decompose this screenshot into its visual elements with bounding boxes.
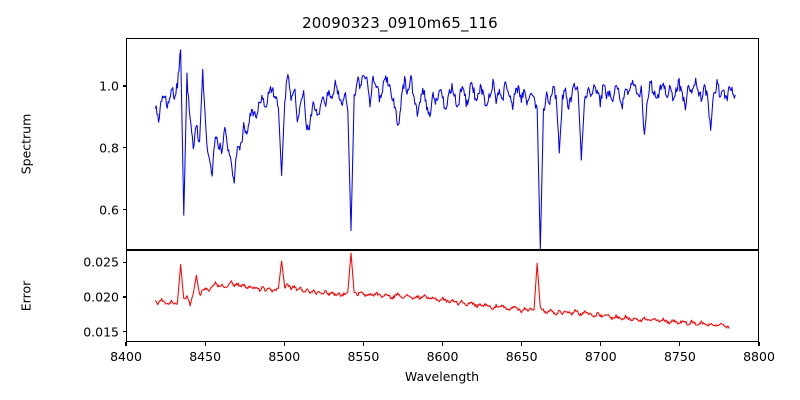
x-tick-mark (441, 342, 444, 346)
x-tick-label: 8550 (347, 349, 380, 364)
error-line-series (127, 251, 758, 341)
spectrum-line-series (127, 39, 758, 249)
wavelength-x-axis-label: Wavelength (404, 369, 480, 384)
error-plot-area (126, 250, 759, 342)
error-y-tick-mark (122, 296, 126, 298)
spectrum-y-tick-label: 0.8 (99, 140, 119, 156)
x-tick-label: 8800 (743, 349, 775, 364)
x-tick-label: 8500 (268, 349, 301, 364)
x-tick-label: 8600 (426, 349, 459, 364)
x-tick-mark (204, 342, 206, 346)
error-y-tick-label: 0.015 (83, 324, 119, 340)
x-tick-mark (362, 342, 364, 346)
error-y-axis-label: Error (18, 280, 34, 312)
spectrum-y-axis-label: Spectrum (18, 113, 34, 175)
x-tick-mark (521, 342, 523, 346)
figure-title: 20090323_0910m65_116 (302, 14, 498, 32)
x-tick-mark (679, 342, 681, 346)
spectrum-y-tick-mark (122, 209, 126, 211)
x-tick-mark (600, 342, 602, 346)
x-tick-mark (283, 342, 285, 346)
spectrum-y-tick-label: 1.0 (99, 78, 119, 94)
error-y-tick-mark (122, 331, 126, 333)
x-tick-mark (125, 342, 127, 346)
x-tick-label: 8450 (189, 349, 222, 364)
spectrum-y-tick-mark (122, 85, 126, 87)
x-tick-mark (758, 342, 760, 346)
spectrum-plot-area (126, 38, 759, 250)
error-y-tick-mark (122, 261, 126, 263)
x-tick-label: 8700 (584, 349, 617, 364)
x-tick-label: 8650 (505, 349, 538, 364)
x-tick-label: 8400 (110, 349, 142, 364)
x-tick-label: 8750 (663, 349, 696, 364)
spectrum-y-tick-mark (122, 147, 126, 149)
error-y-tick-label: 0.020 (83, 289, 119, 305)
error-y-tick-label: 0.025 (83, 254, 119, 270)
spectrum-y-tick-label: 0.6 (99, 202, 119, 218)
